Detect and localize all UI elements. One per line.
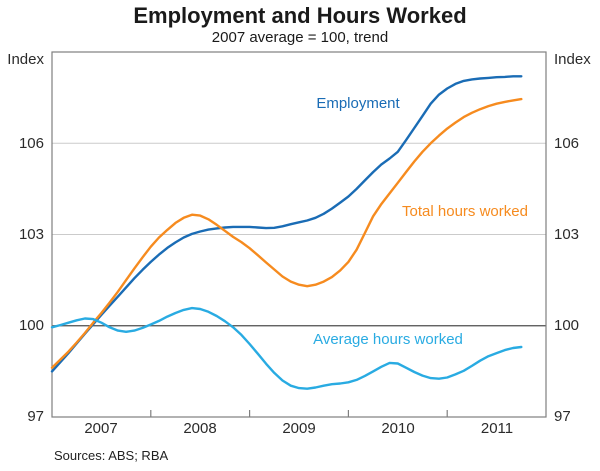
x-tick-label-2011: 2011 [480,420,514,437]
y-tick-label-left-106: 106 [18,135,44,152]
y-axis-unit-right: Index [554,51,591,68]
y-tick-label-left-97: 97 [27,408,44,425]
y-tick-label-left-100: 100 [18,317,44,334]
y-tick-label-right-106: 106 [554,135,580,152]
chart-title: Employment and Hours Worked [133,3,467,28]
y-tick-label-right-97: 97 [554,408,571,425]
x-tick-label-2009: 2009 [282,420,316,437]
series-label-average-hours-worked: Average hours worked [313,331,463,348]
average-hours-worked-line [50,306,523,390]
chart-subtitle: 2007 average = 100, trend [211,29,389,46]
series-label-total-hours-worked: Total hours worked [402,203,528,220]
y-tick-label-right-103: 103 [554,226,580,243]
x-tick-label-2008: 2008 [183,420,217,437]
y-tick-label-left-103: 103 [18,226,44,243]
plot-border [51,51,547,418]
total-hours-worked-line [50,97,523,369]
series-label-employment: Employment [316,95,400,112]
sources-note: Sources: ABS; RBA [54,448,169,463]
employment-line [50,75,523,373]
y-axis-unit-left: Index [7,51,44,68]
x-tick-label-2010: 2010 [381,420,415,437]
x-tick-label-2007: 2007 [84,420,118,437]
y-tick-label-right-100: 100 [554,317,580,334]
